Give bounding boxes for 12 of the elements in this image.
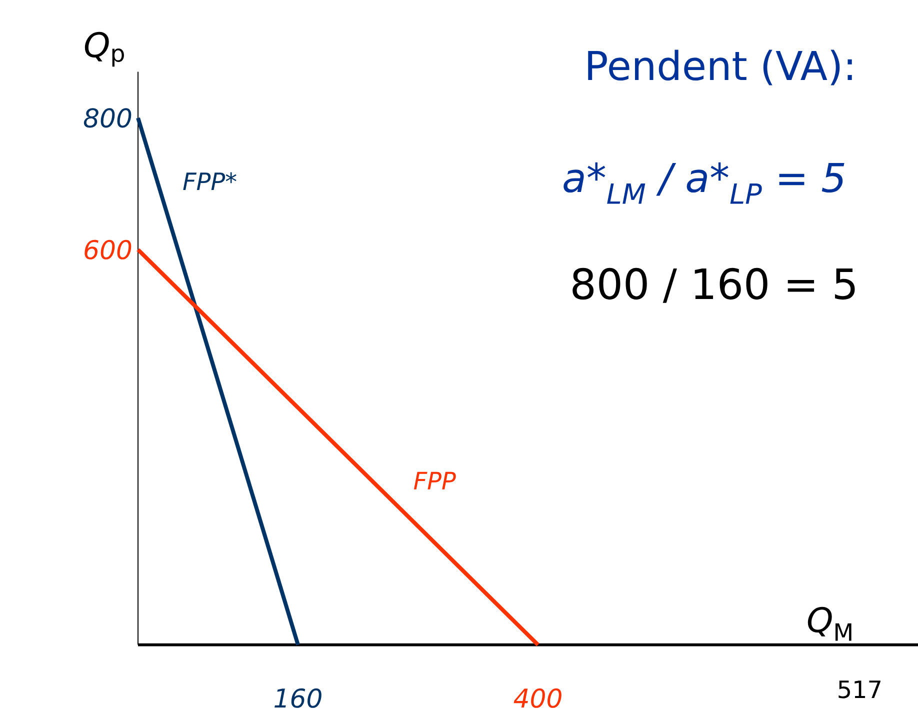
y-tick-label: 600 bbox=[84, 240, 132, 260]
x-tick-label: 160 bbox=[274, 688, 322, 708]
x-tick-label: 400 bbox=[514, 688, 562, 708]
y-axis-title: Q$_{p}$ bbox=[84, 32, 124, 67]
series-label: FPP* bbox=[183, 172, 236, 190]
annotation: a*$_{LM}$ / a*$_{LP}$ = 5 bbox=[564, 162, 844, 204]
y-tick-label: 800 bbox=[84, 108, 132, 128]
chart-title: Pendent (VA): bbox=[588, 50, 852, 86]
x-axis-title: Q$_{M}$ bbox=[808, 606, 852, 641]
text: 517 bbox=[838, 680, 880, 698]
series-label: FPP bbox=[414, 472, 456, 490]
annotation: 800 / 160 = 5 bbox=[572, 268, 855, 303]
